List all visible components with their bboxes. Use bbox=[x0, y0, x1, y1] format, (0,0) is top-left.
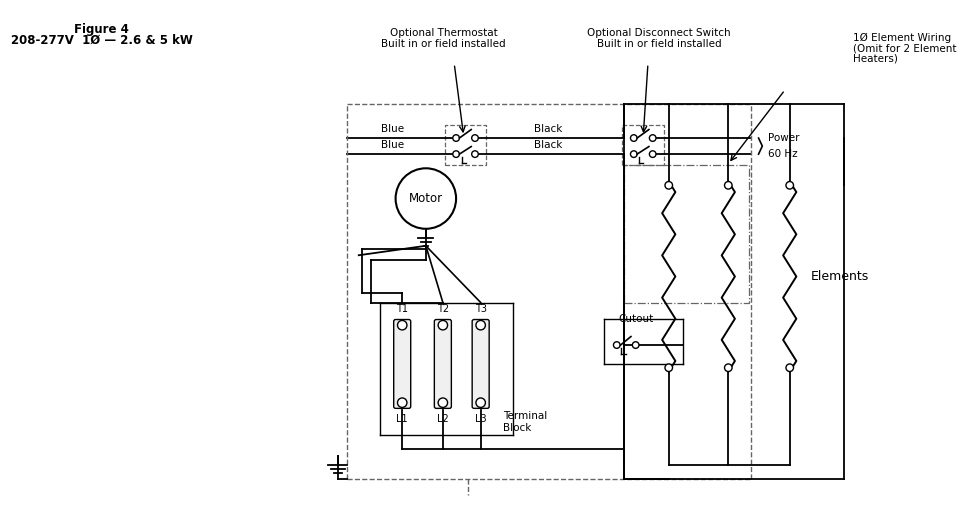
Circle shape bbox=[724, 182, 732, 189]
Circle shape bbox=[398, 320, 407, 330]
Text: Power: Power bbox=[768, 133, 800, 143]
Text: Built in or field installed: Built in or field installed bbox=[381, 39, 506, 49]
Text: Block: Block bbox=[503, 424, 532, 433]
Text: T2: T2 bbox=[436, 304, 449, 314]
Circle shape bbox=[613, 342, 620, 348]
FancyBboxPatch shape bbox=[472, 320, 489, 408]
Circle shape bbox=[724, 364, 732, 372]
Text: Figure 4: Figure 4 bbox=[74, 23, 129, 36]
Circle shape bbox=[438, 320, 447, 330]
Circle shape bbox=[649, 151, 656, 157]
Text: 208-277V  1Ø — 2.6 & 5 kW: 208-277V 1Ø — 2.6 & 5 kW bbox=[11, 34, 192, 47]
Text: Black: Black bbox=[534, 140, 562, 151]
Text: T3: T3 bbox=[474, 304, 487, 314]
Circle shape bbox=[786, 182, 793, 189]
Circle shape bbox=[453, 135, 460, 141]
Text: Terminal: Terminal bbox=[503, 411, 547, 421]
Circle shape bbox=[398, 398, 407, 407]
Circle shape bbox=[665, 364, 673, 372]
Circle shape bbox=[471, 151, 478, 157]
Circle shape bbox=[396, 168, 456, 229]
Circle shape bbox=[649, 135, 656, 141]
Text: Built in or field installed: Built in or field installed bbox=[597, 39, 721, 49]
Circle shape bbox=[633, 342, 639, 348]
Text: Optional Thermostat: Optional Thermostat bbox=[390, 29, 498, 38]
Text: Heaters): Heaters) bbox=[853, 54, 898, 64]
Text: L1: L1 bbox=[397, 414, 408, 424]
Text: Black: Black bbox=[534, 124, 562, 134]
Text: T1: T1 bbox=[397, 304, 408, 314]
Circle shape bbox=[453, 151, 460, 157]
Text: L2: L2 bbox=[437, 414, 449, 424]
Circle shape bbox=[665, 182, 673, 189]
Circle shape bbox=[471, 135, 478, 141]
Circle shape bbox=[786, 364, 793, 372]
Text: Blue: Blue bbox=[381, 140, 404, 151]
Text: L3: L3 bbox=[475, 414, 486, 424]
Circle shape bbox=[476, 320, 485, 330]
Circle shape bbox=[438, 398, 447, 407]
Circle shape bbox=[631, 135, 637, 141]
Text: (Omit for 2 Element: (Omit for 2 Element bbox=[853, 44, 956, 53]
Text: 60 Hz: 60 Hz bbox=[768, 149, 798, 159]
Circle shape bbox=[631, 151, 637, 157]
Text: 1Ø Element Wiring: 1Ø Element Wiring bbox=[853, 33, 952, 44]
Text: Cutout: Cutout bbox=[618, 314, 653, 324]
Text: Motor: Motor bbox=[409, 192, 443, 205]
Text: Optional Disconnect Switch: Optional Disconnect Switch bbox=[587, 29, 731, 38]
Text: Blue: Blue bbox=[381, 124, 404, 134]
FancyBboxPatch shape bbox=[434, 320, 451, 408]
FancyBboxPatch shape bbox=[394, 320, 411, 408]
Text: Elements: Elements bbox=[811, 270, 869, 283]
Circle shape bbox=[476, 398, 485, 407]
